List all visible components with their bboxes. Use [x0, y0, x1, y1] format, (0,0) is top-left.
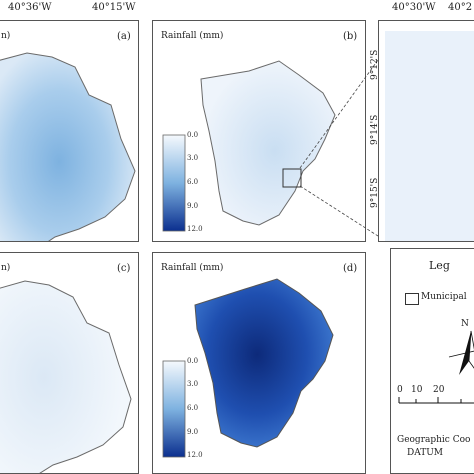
lon-label-3: 40°30'W — [392, 2, 436, 13]
colorbar-b — [162, 134, 186, 232]
map-b-svg — [162, 60, 336, 232]
panel-b-title: Rainfall (mm) — [161, 31, 224, 41]
colorbar-b-tick-2: 6.0 — [187, 178, 199, 186]
colorbar-d-tick-2: 6.0 — [187, 404, 199, 412]
municipality-shape-d — [194, 278, 334, 448]
panel-c-label: (c) — [117, 263, 131, 274]
lon-label-1: 40°36'W — [8, 2, 52, 13]
municipality-shape-a — [0, 52, 136, 241]
map-panel-c: n) (c) — [0, 252, 139, 474]
scale-label-20: 20 — [433, 385, 445, 395]
colorbar-d-tick-1: 3.0 — [187, 380, 199, 388]
panel-b-label: (b) — [343, 31, 358, 42]
colorbar-b-tick-4: 12.0 — [187, 225, 203, 233]
north-arrow-icon — [448, 330, 474, 375]
map-d-svg — [162, 278, 334, 458]
lon-label-4: 40°2 — [448, 2, 473, 13]
colorbar-d-tick-4: 12.0 — [187, 451, 203, 459]
lat-label-1: 9°12'S — [370, 49, 380, 80]
legend-title: Leg — [429, 259, 450, 272]
inset-svg — [385, 31, 474, 241]
north-label: N — [461, 319, 469, 329]
municipality-shape-c — [0, 280, 132, 473]
legend-panel: Leg Municipal N 0 10 20 Geographic Coo D… — [390, 248, 474, 474]
colorbar-b-tick-1: 3.0 — [187, 154, 199, 162]
map-panel-b: Rainfall (mm) (b) 0.0 3.0 6.0 9.0 12.0 — [152, 20, 366, 242]
map-panel-a: n) (a) — [0, 20, 139, 242]
scale-label-0: 0 — [397, 385, 403, 395]
inset-panel — [378, 20, 474, 242]
map-panel-d: Rainfall (mm) (d) 0.0 3.0 6.0 9.0 12.0 — [152, 252, 366, 474]
colorbar-d — [162, 360, 186, 458]
colorbar-b-tick-3: 9.0 — [187, 202, 199, 210]
scale-bar — [398, 397, 474, 404]
inset-box — [282, 168, 302, 188]
panel-a-label: (a) — [117, 31, 131, 42]
lon-label-2: 40°15'W — [92, 2, 136, 13]
colorbar-d-tick-0: 0.0 — [187, 357, 199, 365]
lat-label-3: 9°15'S — [370, 177, 380, 208]
colorbar-d-tick-3: 9.0 — [187, 428, 199, 436]
colorbar-b-tick-0: 0.0 — [187, 131, 199, 139]
legend-municipal-label: Municipal — [421, 292, 467, 302]
map-a-svg — [0, 52, 136, 241]
panel-d-label: (d) — [343, 263, 358, 274]
municipal-swatch — [405, 293, 419, 305]
legend-footer-2: DATUM — [407, 448, 444, 458]
panel-c-title: n) — [1, 263, 11, 273]
municipality-shape-b — [200, 60, 336, 226]
lat-label-2: 9°14'S — [370, 114, 380, 145]
scale-label-10: 10 — [411, 385, 423, 395]
panel-d-title: Rainfall (mm) — [161, 263, 224, 273]
panel-a-title: n) — [1, 31, 11, 41]
legend-footer-1: Geographic Coo — [397, 435, 471, 445]
map-c-svg — [0, 280, 132, 473]
